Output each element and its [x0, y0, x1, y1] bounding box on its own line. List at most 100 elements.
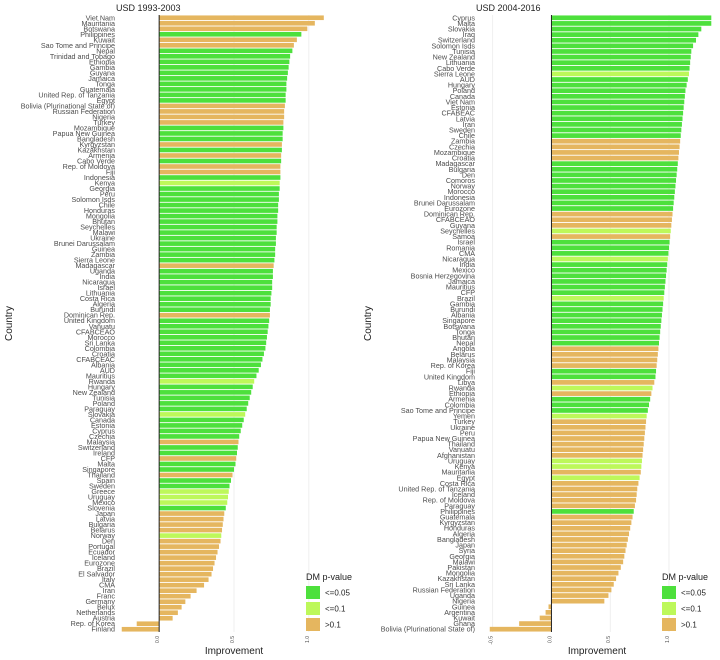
y-tick-label: Philippines: [440, 507, 475, 516]
bar: [159, 42, 294, 48]
y-tick-label: Russian Federation: [413, 585, 475, 594]
bar: [551, 262, 668, 267]
y-tick-label: Cabo Verde: [77, 156, 115, 165]
bar: [159, 31, 302, 37]
bar: [551, 82, 687, 88]
bar: [551, 497, 637, 503]
y-tick-label: Sao Tome and Principe: [41, 41, 115, 50]
bar: [551, 312, 662, 318]
bar: [159, 279, 273, 285]
y-axis-title: Country: [4, 306, 15, 341]
bar: [159, 582, 205, 588]
y-tick-label: Egypt: [97, 96, 115, 105]
bar: [551, 537, 628, 542]
y-tick-label: Bhutan: [92, 217, 115, 226]
y-tick-label: CFP: [101, 454, 116, 463]
x-axis-title: Improvement: [568, 646, 627, 657]
y-tick-label: Syria: [459, 546, 475, 555]
bar: [551, 542, 627, 548]
bar: [548, 604, 552, 610]
bar: [159, 505, 226, 511]
y-axis-title: Country: [363, 306, 374, 341]
y-tick-label: AUD: [100, 366, 115, 375]
y-tick-label: Tonga: [455, 327, 475, 336]
y-tick-label: Dominican Rep.: [424, 210, 475, 219]
legend-label: >0.1: [325, 621, 341, 630]
y-tick-label: Germany: [85, 597, 115, 606]
x-tick-label: 0.0: [547, 636, 553, 643]
bar: [159, 395, 250, 401]
y-tick-label: Malta: [457, 19, 475, 28]
x-tick-label: 0.5: [606, 636, 612, 643]
bar: [551, 329, 661, 335]
y-tick-label: Sao Tome and Principe: [401, 406, 475, 415]
y-tick-label: Cyprus: [92, 426, 115, 435]
bar: [551, 206, 674, 211]
y-tick-label: Nepal: [456, 339, 475, 348]
y-tick-label: CMA: [459, 249, 475, 258]
y-tick-label: Malaysia: [447, 355, 475, 364]
y-tick-label: Viet Nam: [86, 13, 115, 22]
bar: [159, 59, 290, 65]
y-tick-label: Slovenia: [87, 504, 115, 513]
bar: [551, 239, 670, 245]
y-tick-label: Morocco: [447, 187, 475, 196]
y-tick-label: United Rep. of Tanzania: [38, 90, 115, 99]
bar: [551, 133, 681, 138]
y-tick-label: Madagascar: [435, 159, 475, 168]
bar: [159, 186, 280, 191]
y-tick-label: Switzerland: [438, 36, 475, 45]
y-tick-label: Kenya: [95, 179, 115, 188]
bar: [551, 559, 624, 565]
y-tick-label: Solomon Isds: [71, 195, 115, 204]
bar: [159, 423, 243, 428]
y-tick-label: Turkey: [93, 118, 115, 127]
y-tick-label: Armenia: [88, 151, 115, 160]
legend: DM p-value <=0.05 <=0.1 >0.1: [662, 572, 708, 631]
y-tick-label: Tunisia: [92, 393, 115, 402]
y-tick-label: Burundi: [450, 305, 475, 314]
y-tick-label: Bangladesh: [77, 134, 115, 143]
y-tick-label: Chile: [99, 201, 115, 210]
y-tick-label: Samoa: [452, 232, 475, 241]
y-tick-label: Honduras: [444, 524, 476, 533]
bar: [551, 71, 689, 77]
y-tick-label: Ethiopia: [449, 389, 475, 398]
y-tick-label: Estonia: [91, 421, 115, 430]
legend-swatch: [662, 602, 676, 615]
y-tick-label: Rep. of Moldova: [63, 162, 115, 171]
bar: [551, 520, 632, 525]
bar: [551, 576, 617, 582]
y-tick-label: Japan: [95, 509, 115, 518]
x-tick-label: 0.0: [155, 636, 161, 643]
bar: [551, 587, 612, 593]
bar: [551, 93, 685, 99]
bar: [159, 202, 279, 208]
y-tick-label: Czechia: [449, 142, 475, 151]
y-tick-label: Kyrgyzstan: [79, 140, 115, 149]
x-tick-label: 1.0: [665, 636, 671, 643]
bar: [551, 279, 666, 284]
legend-label: <=0.1: [325, 605, 346, 614]
y-tick-label: Kyrgyzstan: [439, 518, 475, 527]
y-tick-label: Dominican Rep.: [64, 311, 115, 320]
y-tick-label: Latvia: [96, 515, 115, 524]
y-tick-label: Georgia: [89, 184, 115, 193]
y-tick-label: Netherlands: [76, 608, 115, 617]
bar: [551, 307, 663, 312]
bar: [551, 267, 667, 273]
bar: [159, 15, 324, 21]
bar: [159, 549, 218, 555]
bar: [159, 599, 186, 605]
bar: [159, 197, 279, 202]
y-tick-label: Mauritania: [441, 468, 475, 477]
y-tick-label: Sweden: [89, 482, 115, 491]
y-tick-label: Iraq: [463, 30, 475, 39]
y-tick-label: Iceland: [92, 553, 115, 562]
bar: [551, 548, 626, 554]
bar: [159, 20, 315, 26]
y-tick-label: Bosnia Herzegovina: [411, 271, 475, 280]
bar: [551, 49, 692, 54]
y-tick-label: Japan: [455, 541, 475, 550]
y-tick-label: United Kingdom: [64, 316, 115, 325]
